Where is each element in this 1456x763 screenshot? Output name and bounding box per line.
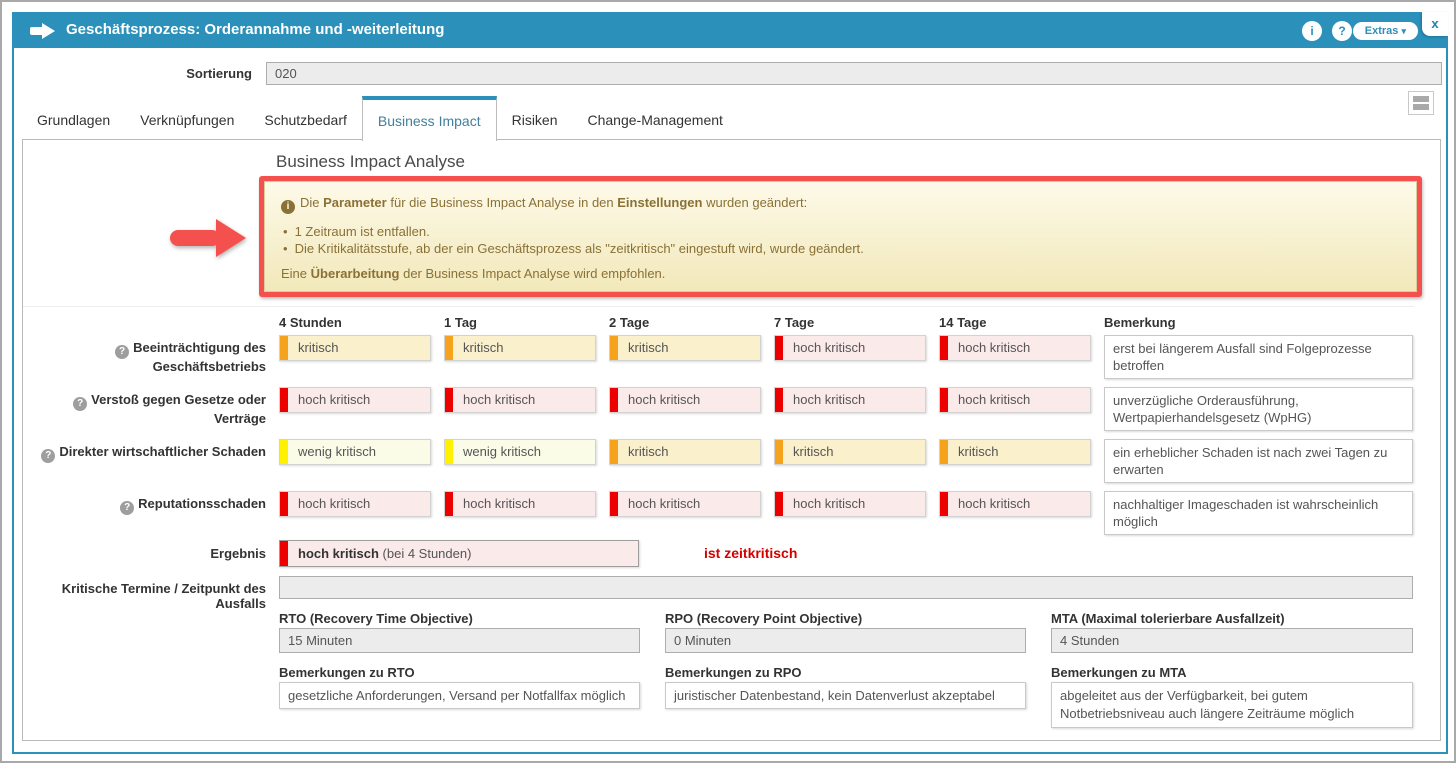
severity-cell[interactable]: kritisch <box>774 439 926 465</box>
severity-cell[interactable]: kritisch <box>279 335 431 361</box>
severity-cell[interactable]: hoch kritisch <box>279 387 431 413</box>
extras-button[interactable]: Extras ▾ <box>1352 22 1418 40</box>
kritische-termine-input[interactable] <box>279 576 1413 599</box>
severity-cell[interactable]: wenig kritisch <box>444 439 596 465</box>
severity-cell[interactable]: hoch kritisch <box>444 491 596 517</box>
severity-cell[interactable]: hoch kritisch <box>609 491 761 517</box>
row-label: ? Verstoß gegen Gesetze oder Verträge <box>23 387 266 427</box>
extras-label: Extras <box>1364 25 1399 37</box>
remark-field[interactable]: nachhaltiger Imageschaden ist wahrschein… <box>1104 491 1413 535</box>
sortierung-input[interactable] <box>266 62 1442 85</box>
window-title: Geschäftsprozess: Orderannahme und -weit… <box>66 21 445 38</box>
column-header: 4 Stunden <box>279 315 342 330</box>
help-icon[interactable]: ? <box>1332 21 1352 41</box>
mta-input[interactable] <box>1051 628 1413 653</box>
app-window: Geschäftsprozess: Orderannahme und -weit… <box>12 12 1448 754</box>
notice-info-icon: i <box>281 200 295 214</box>
tab-risiken[interactable]: Risiken <box>511 112 558 128</box>
ergebnis-label: Ergebnis <box>210 546 266 561</box>
severity-cell[interactable]: hoch kritisch <box>774 335 926 361</box>
process-arrow-icon <box>30 23 56 39</box>
column-header: 2 Tage <box>609 315 650 330</box>
column-header: 1 Tag <box>444 315 477 330</box>
notice-bullet-list: 1 Zeitraum ist entfallen. Die Kritikalit… <box>283 224 1400 256</box>
tab-verknuepfungen[interactable]: Verknüpfungen <box>140 112 235 128</box>
question-icon[interactable]: ? <box>115 345 130 359</box>
row-label: ? Direkter wirtschaftlicher Schaden <box>23 439 266 463</box>
rto-note-label: Bemerkungen zu RTO <box>279 665 415 680</box>
ergebnis-result-box: hoch kritisch (bei 4 Stunden) <box>279 540 639 567</box>
question-icon[interactable]: ? <box>73 397 88 411</box>
annotation-highlight-box: i Die Parameter für die Business Impact A… <box>259 176 1422 297</box>
row-label: ? Reputationsschaden <box>23 491 266 515</box>
severity-cell[interactable]: hoch kritisch <box>279 491 431 517</box>
column-header: Bemerkung <box>1104 315 1176 330</box>
tab-business-impact[interactable]: Business Impact <box>361 96 497 141</box>
rpo-label: RPO (Recovery Point Objective) <box>665 611 863 626</box>
layout-toggle-icon[interactable] <box>1408 91 1434 115</box>
severity-cell[interactable]: hoch kritisch <box>774 491 926 517</box>
section-title: Business Impact Analyse <box>276 152 465 171</box>
chevron-down-icon: ▾ <box>1401 26 1406 36</box>
remark-field[interactable]: erst bei längerem Ausfall sind Folgeproz… <box>1104 335 1413 379</box>
notice-bullet: 1 Zeitraum ist entfallen. <box>283 224 1400 239</box>
severity-cell[interactable]: hoch kritisch <box>939 491 1091 517</box>
notice-intro: i Die Parameter für die Business Impact A… <box>281 195 1400 214</box>
rpo-input[interactable] <box>665 628 1026 653</box>
severity-cell[interactable]: kritisch <box>609 439 761 465</box>
tab-panel: Business Impact Analyse i Die Parameter f… <box>22 139 1441 741</box>
rpo-note-field[interactable]: juristischer Datenbestand, kein Datenver… <box>665 682 1026 709</box>
tab-schutzbedarf[interactable]: Schutzbedarf <box>264 112 347 128</box>
mta-note-label: Bemerkungen zu MTA <box>1051 665 1187 680</box>
column-header: 7 Tage <box>774 315 815 330</box>
sortierung-label: Sortierung <box>186 66 252 81</box>
info-icon[interactable]: i <box>1302 21 1322 41</box>
severity-cell[interactable]: hoch kritisch <box>444 387 596 413</box>
severity-cell[interactable]: hoch kritisch <box>939 335 1091 361</box>
parameter-change-notice: i Die Parameter für die Business Impact A… <box>264 181 1417 292</box>
rto-note-field[interactable]: gesetzliche Anforderungen, Versand per N… <box>279 682 640 709</box>
severity-cell[interactable]: wenig kritisch <box>279 439 431 465</box>
tab-bar: Grundlagen Verknüpfungen Schutzbedarf Bu… <box>22 96 738 141</box>
zeitkritisch-flag: ist zeitkritisch <box>704 545 798 561</box>
close-icon[interactable]: x <box>1422 12 1448 36</box>
severity-cell[interactable]: hoch kritisch <box>939 387 1091 413</box>
severity-cell[interactable]: kritisch <box>444 335 596 361</box>
bia-table: 4 Stunden 1 Tag 2 Tage 7 Tage 14 Tage Be… <box>23 306 1414 543</box>
tab-grundlagen[interactable]: Grundlagen <box>37 112 111 128</box>
remark-field[interactable]: unverzügliche Orderausführung, Wertpapie… <box>1104 387 1413 431</box>
severity-cell[interactable]: kritisch <box>939 439 1091 465</box>
notice-bullet: Die Kritikalitätsstufe, ab der ein Gesch… <box>283 241 1400 256</box>
severity-cell[interactable]: hoch kritisch <box>609 387 761 413</box>
rto-label: RTO (Recovery Time Objective) <box>279 611 473 626</box>
severity-cell[interactable]: hoch kritisch <box>774 387 926 413</box>
mta-note-field[interactable]: abgeleitet aus der Verfügbarkeit, bei gu… <box>1051 682 1413 728</box>
rpo-note-label: Bemerkungen zu RPO <box>665 665 802 680</box>
window-content: Sortierung Grundlagen Verknüpfungen Schu… <box>14 48 1446 752</box>
annotation-arrow-icon <box>170 219 248 257</box>
tab-change-management[interactable]: Change-Management <box>587 112 723 128</box>
mta-label: MTA (Maximal tolerierbare Ausfallzeit) <box>1051 611 1285 626</box>
kritische-termine-label: Kritische Termine / Zeitpunkt des Ausfal… <box>61 581 266 611</box>
row-label: ? Beeinträchtigung des Geschäftsbetriebs <box>23 335 266 375</box>
remark-field[interactable]: ein erheblicher Schaden ist nach zwei Ta… <box>1104 439 1413 483</box>
question-icon[interactable]: ? <box>41 449 56 463</box>
severity-cell[interactable]: kritisch <box>609 335 761 361</box>
window-titlebar: Geschäftsprozess: Orderannahme und -weit… <box>14 14 1446 48</box>
notice-recommendation: Eine Überarbeitung der Business Impact A… <box>281 266 666 281</box>
rto-input[interactable] <box>279 628 640 653</box>
column-header: 14 Tage <box>939 315 987 330</box>
question-icon[interactable]: ? <box>120 501 135 515</box>
